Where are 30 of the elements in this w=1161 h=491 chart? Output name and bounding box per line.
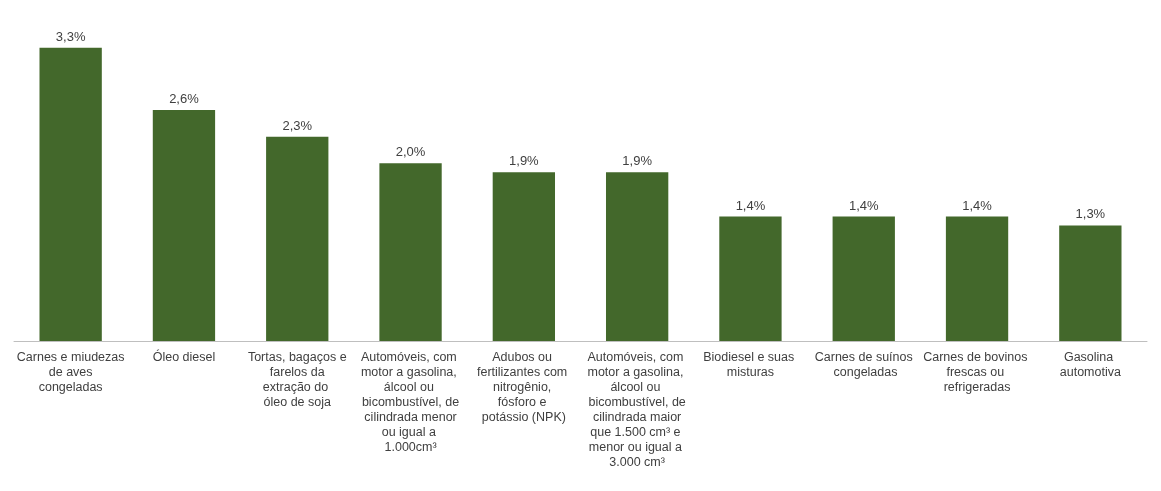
data-label: 1,9% (622, 153, 653, 169)
data-label: 3,3% (55, 28, 86, 44)
data-label: 1,4% (962, 197, 993, 213)
bar (492, 172, 556, 341)
x-tick-label: Automóveis, com motor a gasolina, álcool ou bicombustível, de cilindrada maior que 1.500 cm³ e menor ou igual a 3.000 cm³ (587, 349, 687, 469)
data-label: 2,0% (395, 144, 426, 160)
bar (152, 109, 216, 341)
bar (945, 216, 1009, 341)
data-label: 1,4% (735, 197, 766, 213)
x-tick-label: Automóveis, com motor a gasolina, álcool ou bicombustível, de cilindrada menor ou igual a 1.000cm³ (360, 349, 461, 454)
x-tick-label: Carnes de bovinos frescas ou refrigeradas (923, 349, 1031, 394)
x-tick-label: Carnes de suínos congeladas (814, 349, 913, 379)
bar (832, 216, 895, 341)
x-tick-label: Adubos ou fertilizantes com nitrogênio, fósforo e potássio (NPK) (476, 349, 571, 424)
x-tick-label: Biodiesel e suas misturas (703, 349, 798, 379)
bar (379, 163, 442, 341)
bar (39, 47, 102, 341)
bar (266, 136, 329, 341)
data-label: 1,4% (848, 197, 879, 213)
data-label: 1,3% (1075, 206, 1106, 222)
data-label: 1,9% (509, 153, 540, 169)
x-tick-label: Gasolina automotiva (1059, 349, 1121, 379)
bar (1059, 225, 1122, 341)
x-tick-label: Óleo diesel (152, 348, 216, 364)
bar (605, 172, 669, 341)
data-label: 2,3% (282, 117, 313, 133)
x-tick-label: Carnes e miudezas de aves congeladas (16, 349, 125, 394)
x-tick-label: Tortas, bagaços e farelos da extração do óleo de soja (247, 349, 347, 409)
bar (719, 216, 782, 341)
data-label: 2,6% (169, 90, 200, 106)
